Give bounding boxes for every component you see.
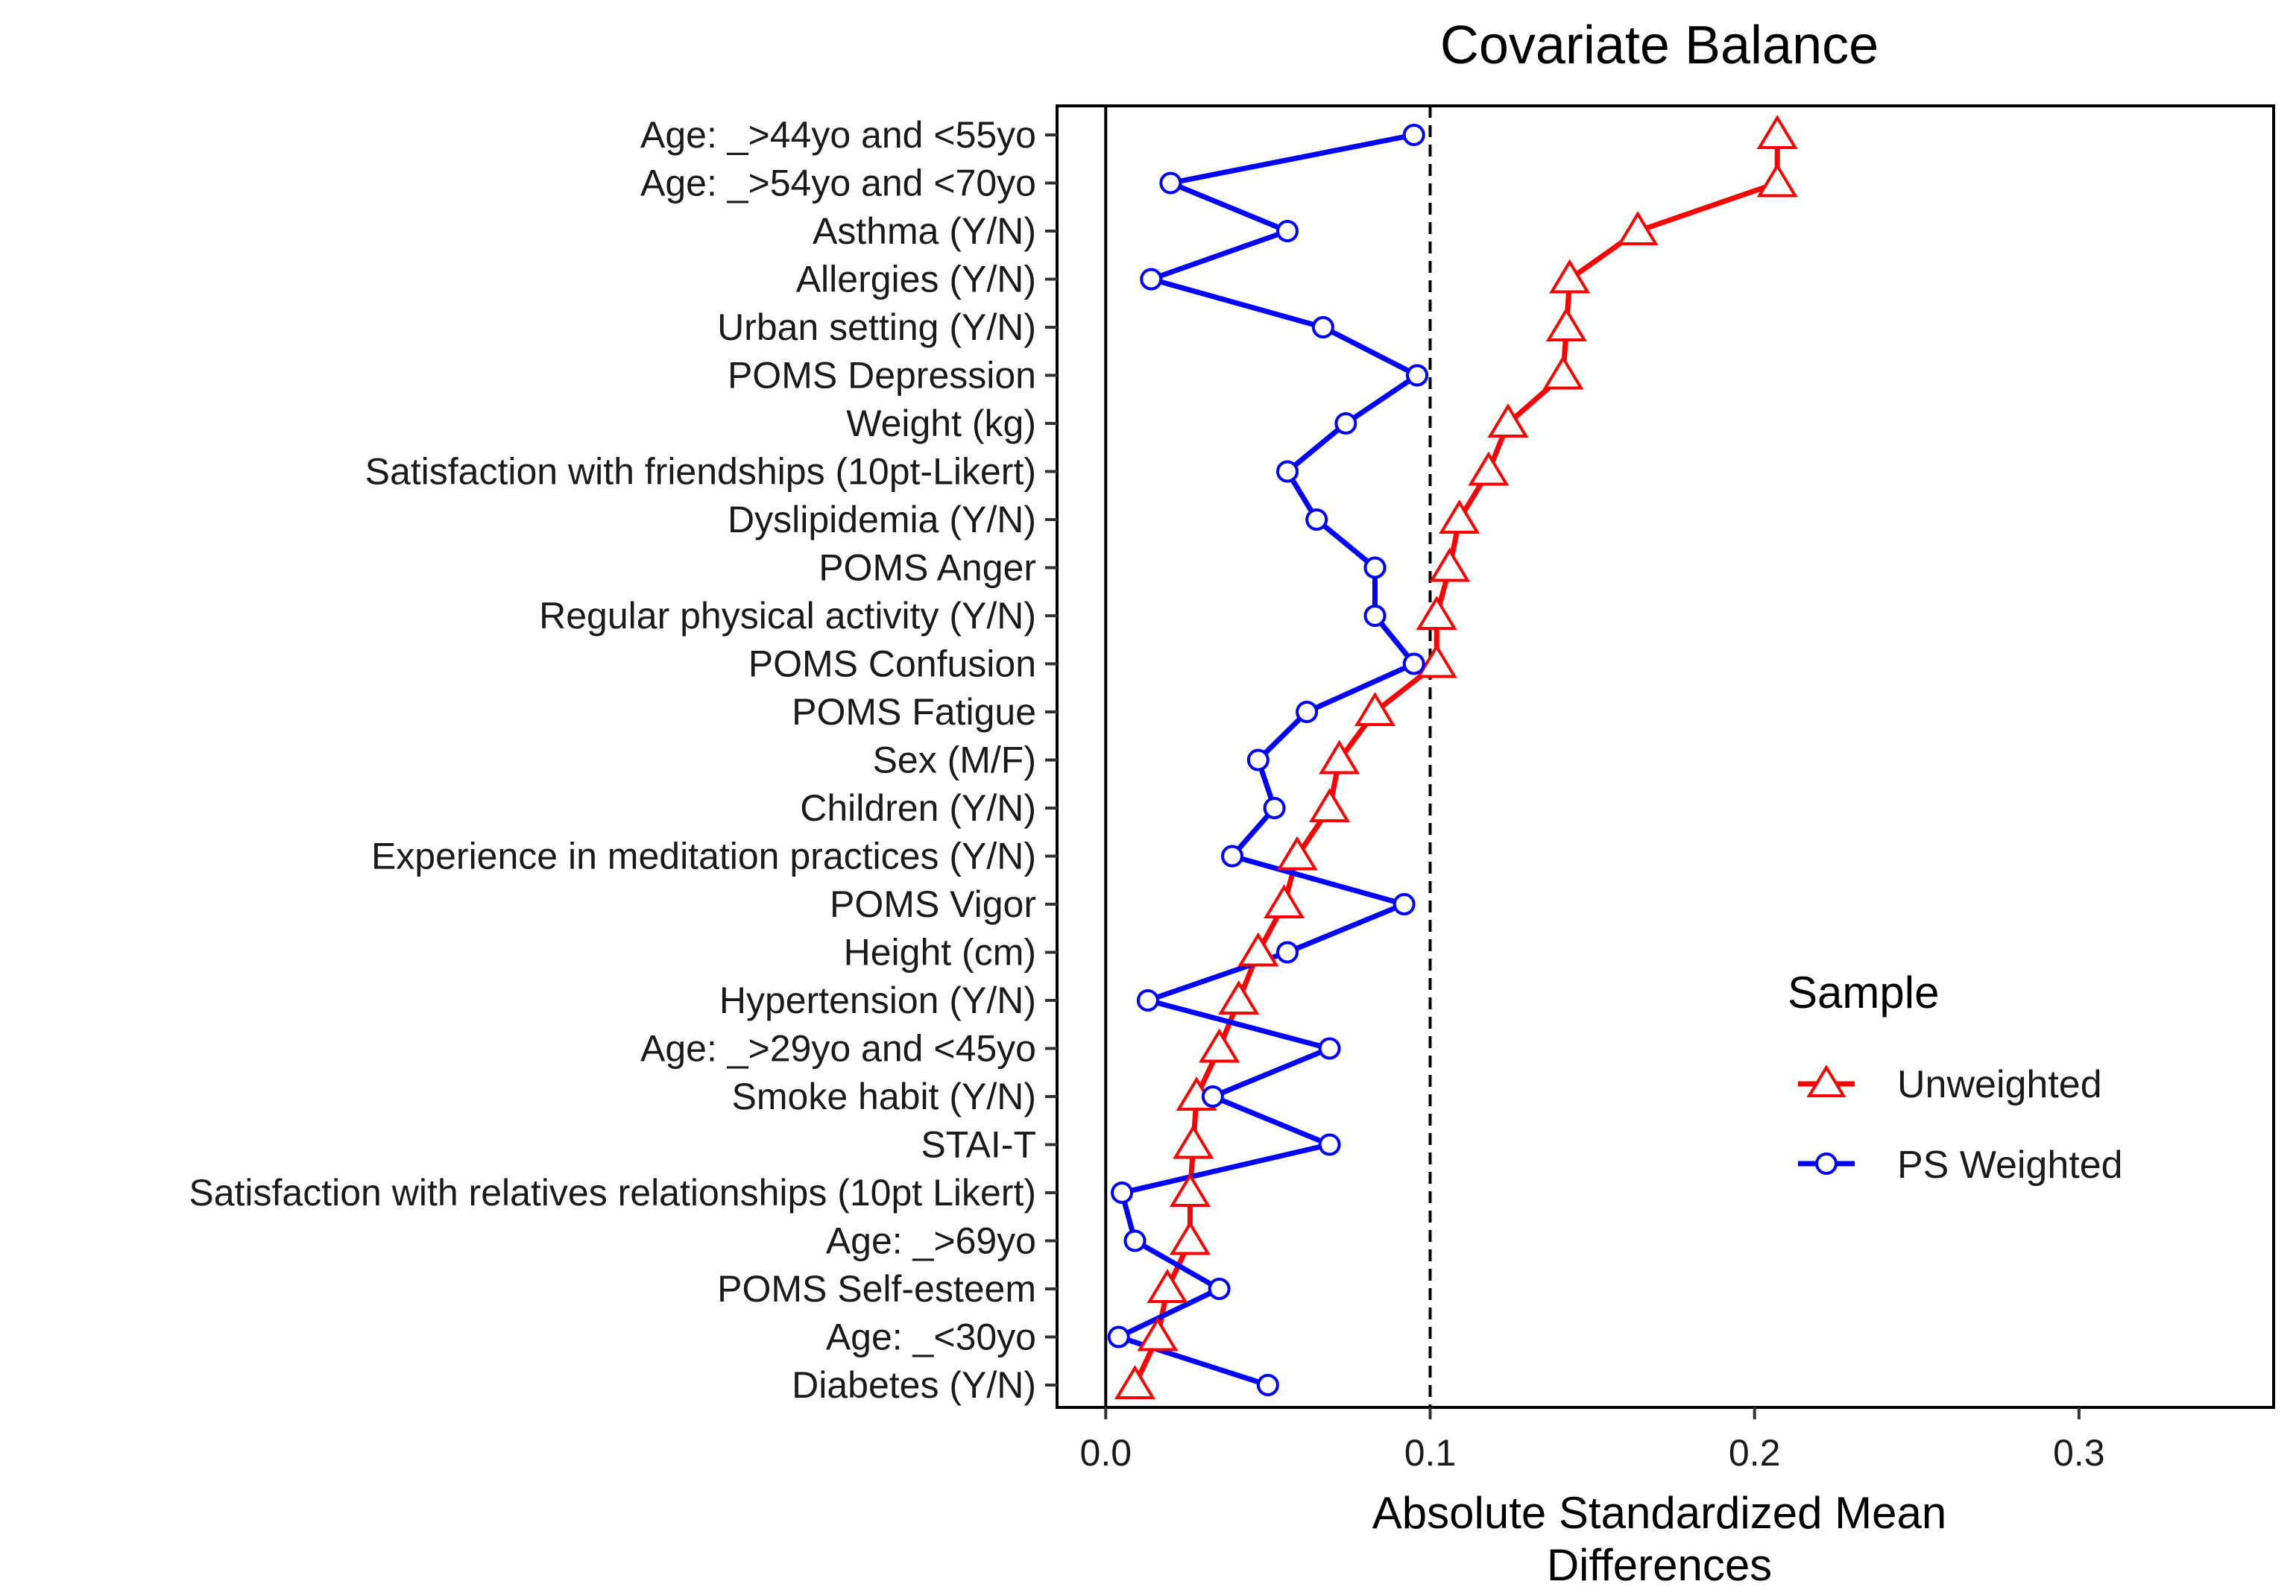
x-axis-title-line1: Absolute Standardized Mean xyxy=(1372,1488,1947,1538)
ps-weighted-point xyxy=(1246,748,1270,772)
unweighted-point xyxy=(1617,211,1659,245)
unweighted-point xyxy=(1237,932,1279,967)
legend-title: Sample xyxy=(1788,968,1939,1018)
y-tick-label: Allergies (Y/N) xyxy=(796,259,1036,300)
y-tick-label: Hypertension (Y/N) xyxy=(719,980,1036,1021)
y-tick-label: POMS Depression xyxy=(728,355,1036,397)
ps-weighted-point xyxy=(1275,460,1299,483)
y-tick-label: Children (Y/N) xyxy=(800,787,1036,829)
y-tick-label: Height (cm) xyxy=(844,932,1036,974)
y-tick-label: POMS Self-esteem xyxy=(717,1268,1036,1310)
ps-weighted-point xyxy=(1201,1085,1224,1108)
x-tick-label: 0.0 xyxy=(1080,1432,1132,1474)
y-tick-label: POMS Fatigue xyxy=(792,691,1036,733)
legend-unweighted-marker xyxy=(1806,1064,1846,1097)
unweighted-point xyxy=(1756,163,1798,198)
ps-weighted-point xyxy=(1159,171,1182,195)
legend: Sample Unweighted PS Weighted xyxy=(1788,968,2123,1187)
y-tick-label: Smoke habit (Y/N) xyxy=(732,1076,1036,1117)
unweighted-point xyxy=(1309,788,1351,822)
unweighted-point xyxy=(1468,451,1510,486)
marks-layer: Age: _>44yo and <55yo Age: _>54yo and <70… xyxy=(189,106,2105,1474)
unweighted-point xyxy=(1264,884,1305,918)
ps-weighted-point xyxy=(1107,1325,1130,1349)
unweighted-point xyxy=(1416,596,1457,630)
y-tick-label: POMS Anger xyxy=(819,547,1036,589)
unweighted-point xyxy=(1319,739,1360,775)
ps-weighted-point xyxy=(1363,556,1387,579)
ps-weighted-point xyxy=(1208,1278,1231,1300)
legend-unweighted-label: Unweighted xyxy=(1897,1063,2102,1106)
legend-ps-weighted-marker xyxy=(1815,1152,1838,1175)
ps-weighted-point xyxy=(1136,989,1159,1012)
unweighted-point xyxy=(1199,1028,1240,1063)
legend-ps-weighted-label: PS Weighted xyxy=(1897,1144,2123,1187)
y-tick-label: POMS Vigor xyxy=(830,883,1036,925)
ps-weighted-point xyxy=(1363,605,1387,627)
ps-weighted-point xyxy=(1275,941,1299,964)
unweighted-series-line xyxy=(1132,135,1780,1387)
x-axis-title-line2: Differences xyxy=(1547,1540,1772,1590)
ps-weighted-point xyxy=(1123,1229,1147,1252)
y-tick-label: Weight (kg) xyxy=(846,403,1036,444)
unweighted-point xyxy=(1756,115,1798,149)
ps-weighted-point xyxy=(1311,316,1334,338)
y-tick-label: Age: _<30yo xyxy=(826,1316,1036,1358)
unweighted-point xyxy=(1173,1124,1214,1159)
ps-weighted-point xyxy=(1221,845,1244,868)
y-tick-label: Age: _>44yo and <55yo xyxy=(640,114,1036,156)
ps-weighted-point xyxy=(1111,1182,1134,1204)
x-tick-label: 0.1 xyxy=(1404,1432,1457,1474)
unweighted-point xyxy=(1542,355,1584,390)
ps-weighted-point xyxy=(1275,220,1299,242)
y-tick-label: Urban setting (Y/N) xyxy=(717,306,1036,348)
ps-weighted-point xyxy=(1393,893,1416,915)
ps-weighted-point xyxy=(1256,1374,1279,1396)
ps-weighted-point xyxy=(1318,1037,1341,1060)
ps-weighted-point xyxy=(1318,1133,1341,1156)
y-tick-label: Age: _>69yo xyxy=(826,1220,1036,1262)
unweighted-point xyxy=(1439,499,1480,534)
unweighted-point xyxy=(1545,307,1587,341)
x-tick-label: 0.3 xyxy=(2053,1432,2105,1474)
y-tick-label: STAI-T xyxy=(921,1124,1036,1166)
ps-weighted-point xyxy=(1263,797,1286,819)
ps-weighted-point xyxy=(1406,364,1429,387)
y-tick-label: POMS Confusion xyxy=(748,643,1036,685)
unweighted-point xyxy=(1147,1269,1188,1303)
ps-weighted-point xyxy=(1402,652,1425,675)
unweighted-point xyxy=(1354,692,1396,726)
ps-weighted-point xyxy=(1296,701,1319,723)
unweighted-point xyxy=(1416,643,1457,678)
y-tick-label: Satisfaction with relatives relationship… xyxy=(189,1172,1036,1214)
y-tick-label: Sex (M/F) xyxy=(873,739,1036,781)
y-tick-label: Age: _>54yo and <70yo xyxy=(640,163,1036,204)
unweighted-point xyxy=(1169,1173,1211,1207)
y-tick-label: Asthma (Y/N) xyxy=(813,210,1036,252)
y-tick-label: Diabetes (Y/N) xyxy=(792,1364,1036,1406)
unweighted-point xyxy=(1137,1316,1179,1351)
ps-weighted-point xyxy=(1305,508,1328,531)
x-tick-label: 0.2 xyxy=(1729,1432,1781,1474)
unweighted-point xyxy=(1218,980,1260,1015)
unweighted-point xyxy=(1429,547,1471,582)
y-tick-label: Dyslipidemia (Y/N) xyxy=(728,499,1036,540)
unweighted-point xyxy=(1169,1220,1211,1255)
ps-weighted-point xyxy=(1402,124,1425,146)
plot-panel xyxy=(1056,104,2275,1409)
y-tick-label: Experience in meditation practices (Y/N) xyxy=(371,836,1036,877)
unweighted-point xyxy=(1549,259,1591,294)
unweighted-point xyxy=(1487,403,1529,438)
y-tick-label: Age: _>29yo and <45yo xyxy=(640,1028,1036,1070)
y-tick-label: Regular physical activity (Y/N) xyxy=(539,595,1036,637)
chart-title: Covariate Balance xyxy=(1440,16,1879,75)
unweighted-point xyxy=(1114,1365,1155,1399)
unweighted-point xyxy=(1276,836,1318,871)
ps-weighted-point xyxy=(1334,412,1357,435)
ps-weighted-point xyxy=(1140,268,1163,291)
y-tick-label: Satisfaction with friendships (10pt-Like… xyxy=(365,451,1036,493)
